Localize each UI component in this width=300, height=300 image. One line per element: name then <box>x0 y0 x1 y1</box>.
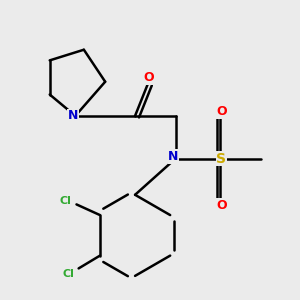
Text: Cl: Cl <box>62 268 74 278</box>
Text: O: O <box>143 71 154 84</box>
Text: Cl: Cl <box>60 196 72 206</box>
Text: N: N <box>168 150 179 163</box>
Text: O: O <box>216 105 226 118</box>
Text: O: O <box>216 199 226 212</box>
Text: N: N <box>68 110 78 122</box>
Text: S: S <box>216 152 226 166</box>
